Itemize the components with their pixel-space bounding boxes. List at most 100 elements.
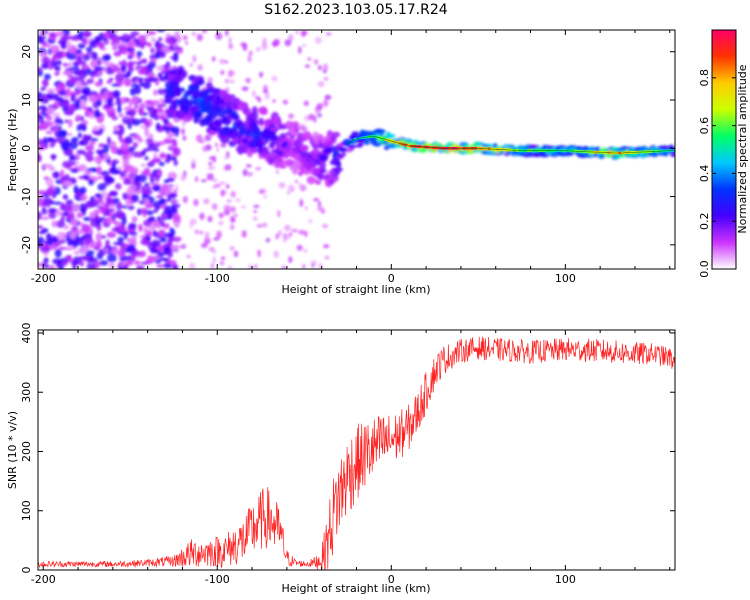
heatmap-cell bbox=[79, 260, 85, 267]
heatmap-cell bbox=[89, 242, 96, 249]
heatmap-cell bbox=[54, 72, 60, 76]
heatmap-cell bbox=[313, 58, 319, 65]
colorbar-gradient bbox=[711, 29, 737, 270]
heatmap-cell bbox=[297, 46, 302, 54]
heatmap-cell bbox=[77, 132, 82, 139]
heatmap-cell bbox=[80, 38, 86, 42]
heatmap-cell bbox=[300, 126, 308, 132]
heatmap-cell bbox=[225, 164, 232, 171]
heatmap-cell bbox=[117, 213, 125, 219]
heatmap-cell bbox=[105, 208, 111, 217]
heatmap-cell bbox=[127, 55, 133, 60]
heatmap-cell bbox=[45, 115, 53, 121]
snr-ytick-label: 400 bbox=[20, 322, 33, 343]
heatmap-cell bbox=[144, 132, 151, 138]
heatmap-cell bbox=[38, 211, 42, 221]
heatmap-cell bbox=[48, 211, 57, 219]
heatmap-cell bbox=[218, 181, 226, 186]
heatmap-cell bbox=[216, 147, 220, 153]
heatmap-cell bbox=[282, 237, 287, 243]
heatmap-cell bbox=[100, 96, 107, 101]
heatmap-cell bbox=[313, 197, 320, 202]
heatmap-cell bbox=[70, 66, 80, 70]
heatmap-cell bbox=[55, 85, 61, 93]
heatmap-cell bbox=[79, 186, 87, 194]
heatmap-cell bbox=[316, 103, 324, 110]
colorbar-tick-label: 0.6 bbox=[698, 117, 711, 135]
heatmap-cell bbox=[218, 212, 224, 219]
heatmap-cell bbox=[89, 72, 96, 77]
heatmap-cell bbox=[97, 202, 105, 207]
heatmap-cell bbox=[130, 113, 135, 118]
heatmap-cell bbox=[54, 124, 59, 132]
heatmap-cell bbox=[220, 256, 226, 261]
spectrogram-xlabel: Height of straight line (km) bbox=[281, 283, 430, 296]
heatmap-cell bbox=[86, 150, 94, 156]
heatmap-cell bbox=[208, 247, 212, 252]
heatmap-cell bbox=[306, 57, 312, 62]
heatmap-cell bbox=[303, 248, 308, 253]
heatmap-cell bbox=[137, 106, 145, 115]
heatmap-cell bbox=[247, 172, 254, 176]
heatmap-cell bbox=[232, 113, 240, 121]
heatmap-cell bbox=[260, 125, 264, 130]
heatmap-cell bbox=[95, 149, 106, 155]
heatmap-cell bbox=[156, 30, 166, 33]
heatmap-cell bbox=[69, 140, 79, 150]
heatmap-cell bbox=[157, 72, 163, 78]
heatmap-cell bbox=[204, 231, 210, 239]
heatmap-cell bbox=[78, 247, 88, 255]
heatmap-cell bbox=[67, 148, 74, 158]
heatmap-cell bbox=[314, 36, 322, 44]
heatmap-cell bbox=[77, 30, 84, 39]
heatmap-cell bbox=[84, 170, 92, 176]
heatmap-cell bbox=[147, 61, 156, 69]
heatmap-cell bbox=[89, 211, 96, 219]
spectrogram-ylabel: Frequency (Hz) bbox=[6, 109, 19, 192]
heatmap-cell bbox=[112, 90, 121, 98]
colorbar-ticks: 0.0 0.2 0.4 0.6 0.8 bbox=[698, 69, 736, 278]
heatmap-cell bbox=[62, 203, 72, 212]
heatmap-cell bbox=[156, 65, 165, 71]
heatmap-cell bbox=[194, 229, 199, 235]
heatmap-cell bbox=[41, 202, 48, 207]
heatmap-cell bbox=[492, 143, 498, 149]
heatmap-cell bbox=[88, 199, 99, 208]
heatmap-cell bbox=[126, 187, 134, 197]
heatmap-cell bbox=[262, 222, 268, 228]
colorbar-tick-label: 0.0 bbox=[698, 260, 711, 278]
heatmap-cell bbox=[212, 178, 218, 182]
heatmap-cell bbox=[96, 60, 102, 66]
heatmap-cell bbox=[205, 81, 213, 90]
heatmap-cell bbox=[89, 59, 98, 68]
heatmap-cell bbox=[202, 30, 208, 34]
heatmap-cell bbox=[324, 94, 332, 100]
heatmap-cell bbox=[54, 30, 65, 37]
heatmap-cell bbox=[46, 187, 54, 197]
heatmap-cell bbox=[103, 248, 109, 253]
heatmap-cell bbox=[203, 198, 210, 205]
heatmap-cell bbox=[99, 154, 105, 160]
heatmap-cell bbox=[130, 97, 139, 103]
heatmap-cell bbox=[103, 181, 111, 186]
heatmap-cell bbox=[256, 224, 263, 228]
heatmap-cell bbox=[152, 184, 161, 192]
heatmap-cell bbox=[255, 96, 260, 100]
heatmap-cell bbox=[150, 47, 155, 54]
snr-xtick-label: -100 bbox=[205, 573, 230, 586]
heatmap-cell bbox=[75, 80, 83, 90]
heatmap-cell bbox=[228, 79, 235, 84]
heatmap-cell bbox=[111, 35, 121, 45]
heatmap-cell bbox=[268, 134, 279, 140]
heatmap-cell bbox=[162, 223, 170, 229]
heatmap-cell bbox=[180, 174, 187, 181]
heatmap-cell bbox=[155, 195, 164, 199]
heatmap-cell bbox=[315, 180, 322, 185]
heatmap-cell bbox=[152, 109, 157, 114]
heatmap-cell bbox=[48, 264, 55, 269]
heatmap-cell bbox=[95, 232, 103, 242]
heatmap-cell bbox=[241, 86, 249, 92]
heatmap-cell bbox=[101, 190, 108, 200]
